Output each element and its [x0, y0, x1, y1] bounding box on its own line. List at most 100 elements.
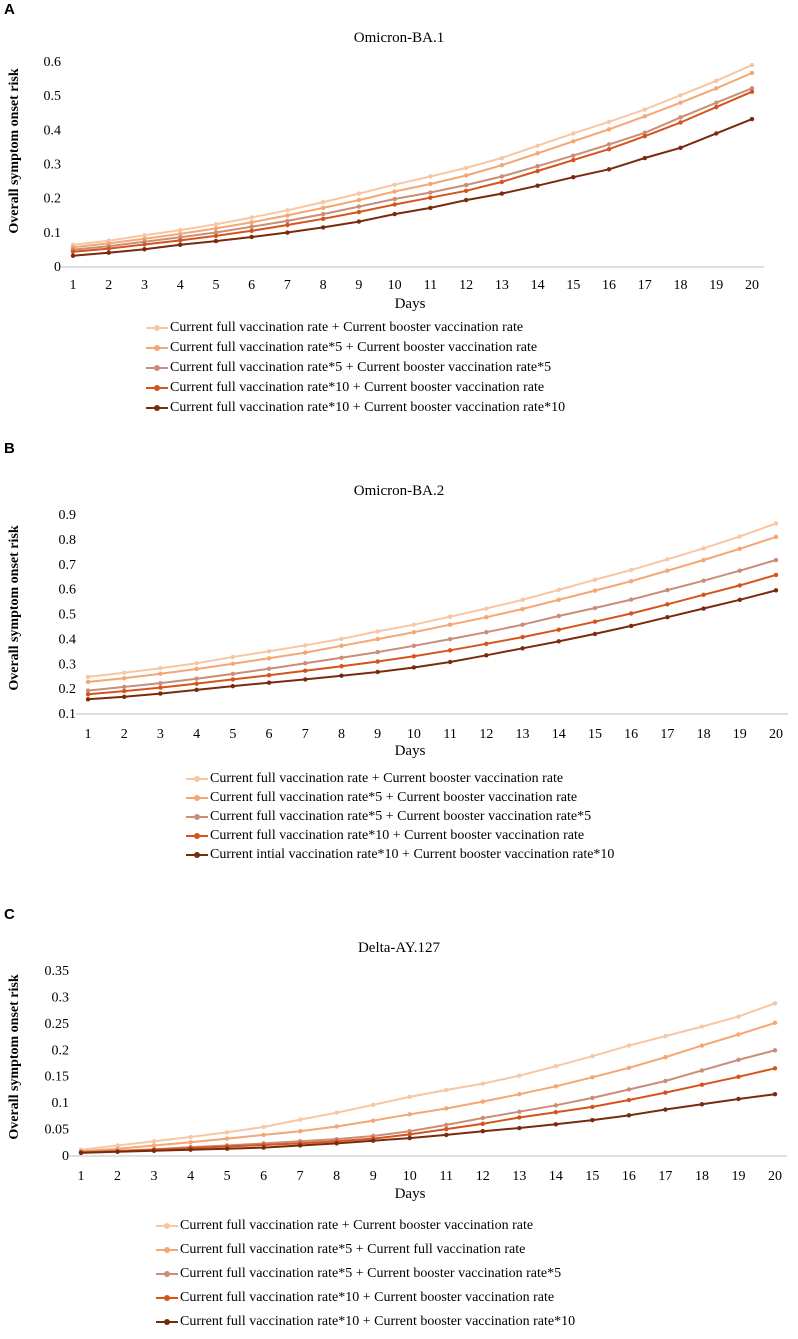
data-point — [592, 619, 598, 624]
series-line — [72, 90, 753, 253]
data-point — [339, 636, 344, 642]
y-tick-label: 0.9 — [59, 508, 77, 523]
y-tick-label: 0 — [54, 260, 61, 275]
series-line — [72, 118, 753, 257]
x-tick-label: 7 — [284, 278, 291, 293]
x-tick-label: 2 — [121, 727, 128, 742]
data-point — [444, 1122, 449, 1128]
data-point — [499, 179, 505, 185]
data-point — [480, 1099, 485, 1104]
data-point — [678, 115, 683, 120]
x-tick-label: 3 — [141, 278, 148, 293]
data-point — [628, 567, 634, 573]
data-point — [428, 195, 433, 200]
data-point — [556, 627, 561, 632]
data-point — [392, 189, 397, 194]
data-point — [626, 1113, 632, 1118]
series-line — [87, 589, 777, 701]
x-tick-label: 7 — [302, 727, 309, 742]
data-point — [158, 671, 163, 676]
legend-marker — [154, 385, 160, 391]
data-point — [714, 104, 719, 110]
data-point — [553, 1122, 559, 1127]
data-point — [480, 1129, 485, 1134]
data-point — [535, 164, 540, 169]
line-chart-b: 0.10.20.30.40.50.60.70.80.91 2 3 4 5 6 7 8 9 10 11… — [59, 508, 788, 742]
data-point — [463, 173, 469, 178]
data-point — [339, 664, 344, 669]
data-point — [606, 146, 612, 152]
legend-label: Current intial vaccination rate*10 + Cur… — [210, 847, 615, 862]
data-point — [285, 208, 290, 213]
data-point — [261, 1124, 266, 1130]
data-point — [303, 661, 308, 666]
x-axis-label: Days — [394, 296, 426, 312]
series-line — [72, 87, 753, 251]
data-point — [230, 683, 236, 689]
data-point — [772, 1066, 778, 1071]
data-point — [736, 1032, 741, 1037]
data-point — [356, 204, 362, 209]
data-point — [701, 592, 706, 598]
data-point — [356, 197, 362, 203]
data-point — [194, 661, 199, 666]
data-point — [266, 649, 272, 654]
data-point — [411, 654, 417, 659]
y-tick-label: 0.6 — [59, 583, 77, 598]
data-point — [628, 578, 634, 584]
data-point — [266, 666, 272, 671]
y-tick-label: 0.3 — [44, 158, 62, 173]
data-point — [517, 1125, 522, 1131]
x-tick-label: 5 — [229, 727, 236, 742]
line-chart-a: 00.10.20.30.40.50.61 2 3 4 5 6 7 8 9 10 11 12 13 14 15… — [44, 55, 764, 293]
data-point — [535, 183, 540, 188]
data-point — [392, 196, 397, 202]
series-line — [72, 64, 753, 246]
legend-marker — [164, 1295, 170, 1301]
data-point — [371, 1102, 376, 1107]
data-point — [553, 1109, 559, 1115]
data-point — [606, 142, 612, 147]
data-point — [122, 670, 127, 675]
data-point — [626, 1065, 632, 1070]
legend-label: Current full vaccination rate*5 + Curren… — [210, 809, 592, 824]
data-point — [375, 629, 380, 634]
data-point — [701, 578, 706, 583]
data-point — [480, 1121, 485, 1127]
data-point — [499, 163, 505, 168]
data-point — [665, 587, 670, 593]
data-point — [339, 673, 344, 678]
data-point — [249, 220, 254, 225]
data-point — [499, 155, 505, 161]
data-point — [320, 225, 326, 230]
legend-label: Current full vaccination rate + Current … — [180, 1218, 534, 1233]
data-point — [444, 1132, 449, 1138]
data-point — [663, 1033, 668, 1039]
data-point — [115, 1149, 120, 1155]
data-point — [407, 1129, 412, 1134]
x-tick-label: 1 — [70, 278, 77, 293]
data-point — [285, 218, 290, 224]
series-line — [87, 573, 777, 696]
y-tick-label: 0.2 — [52, 1043, 70, 1058]
series-line — [80, 1093, 776, 1154]
data-point — [773, 521, 779, 526]
legend-marker — [194, 852, 200, 858]
data-point — [592, 588, 598, 593]
data-point — [590, 1075, 595, 1080]
legend-label: Current full vaccination rate*10 + Curre… — [170, 380, 545, 395]
data-point — [663, 1090, 668, 1095]
data-point — [678, 100, 683, 105]
data-point — [188, 1134, 193, 1140]
x-axis-label: Days — [394, 1186, 426, 1202]
x-tick-label: 2 — [114, 1169, 121, 1184]
data-point — [663, 1055, 668, 1060]
x-tick-label: 20 — [745, 278, 759, 293]
data-point — [224, 1136, 230, 1141]
data-point — [178, 238, 183, 243]
data-point — [158, 666, 163, 671]
legend-marker — [194, 795, 200, 801]
data-point — [266, 672, 272, 678]
data-point — [158, 680, 163, 686]
data-point — [178, 235, 183, 240]
